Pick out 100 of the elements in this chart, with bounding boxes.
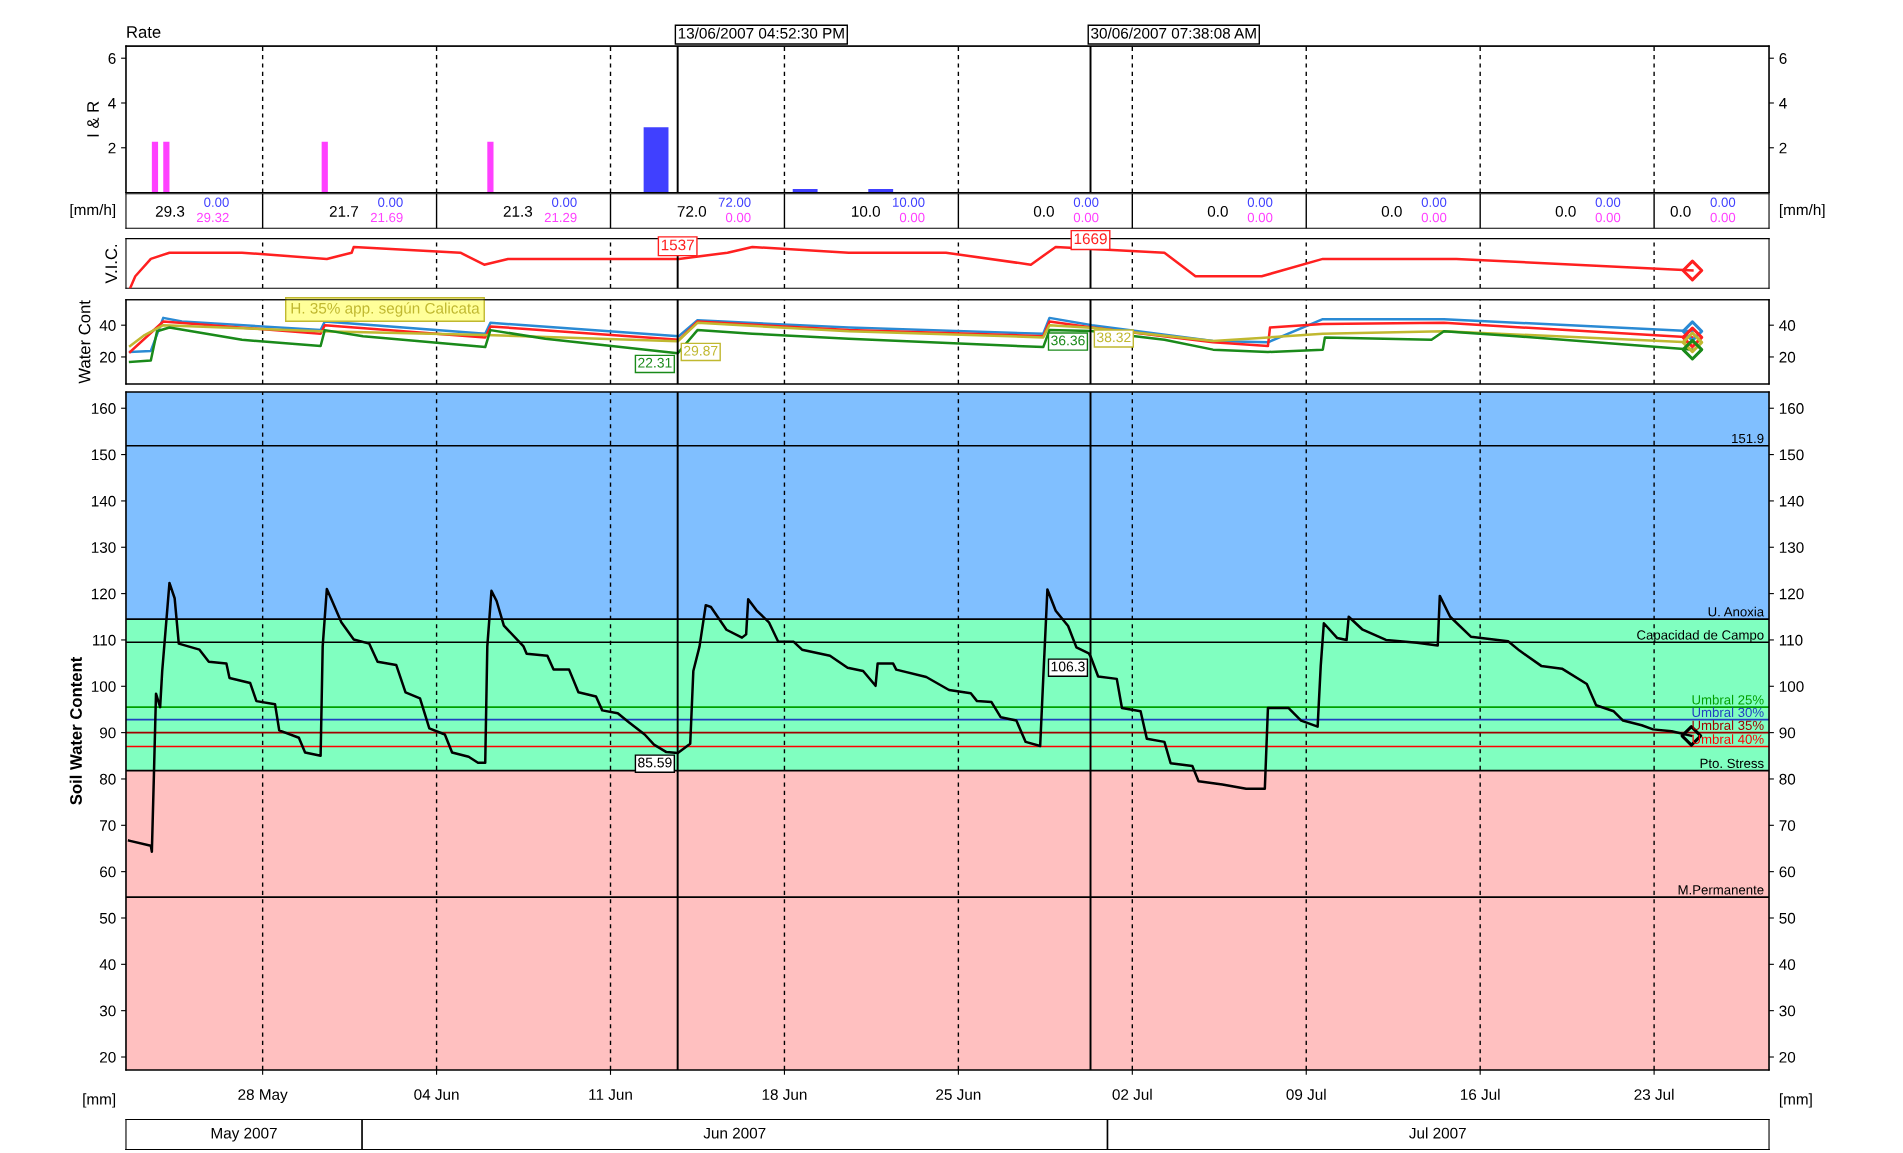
y2-tick-label: 70 [1779,820,1796,831]
y2-tick-label: 90 [1779,727,1796,739]
text: 0.00 [1595,212,1621,223]
text: 10.00 [893,197,925,207]
ref-line-label: Umbral 35% [1692,720,1764,731]
y-axis-title: Water Cont [78,300,91,384]
y-tick-label: 20 [100,351,116,363]
series-label: H. 35% app. según Calicata [291,302,480,317]
text: 21.7 [329,206,359,217]
y2-tick-label: 4 [1779,98,1787,109]
y2-tick-label: 150 [1779,449,1804,461]
y-tick-label: 70 [100,820,116,831]
y2-tick-label: 6 [1779,53,1787,64]
text: 29.3 [155,206,185,217]
text: 0.00 [1421,197,1447,207]
annotation: 1537 [661,239,694,251]
y-tick-label: 100 [91,681,116,692]
data-label: 22.31 [638,357,672,368]
y-tick-label: 6 [108,53,116,64]
text: 0.0 [1207,206,1228,217]
y2-tick-label: 50 [1779,912,1796,924]
x2-tick-label: Jul 2007 [1409,1127,1466,1139]
y-tick-label: 150 [91,449,116,461]
y-tick-label: 30 [99,1005,116,1017]
y2-tick-label: 160 [1779,403,1804,414]
y-tick-label: 90 [99,727,116,739]
text: 0.0 [1381,206,1402,217]
x2-tick-label: Jun 2007 [703,1127,766,1139]
y-tick-label: 120 [91,588,116,600]
text: [mm] [1779,1093,1812,1108]
y2-tick-label: 120 [1779,588,1804,600]
text: 0.00 [1421,212,1447,223]
text: 10.0 [852,206,880,217]
x-tick-label: 09 Jul [1286,1088,1326,1100]
y-tick-label: 20 [100,1051,116,1063]
ref-line-label: Pto. Stress [1700,758,1764,769]
y2-tick-label: 60 [1779,866,1796,878]
text: 0.00 [1710,212,1736,223]
y-axis-title: Soil Water Content [69,656,82,805]
data-label: 29.87 [684,345,718,356]
y-tick-label: 130 [91,542,116,553]
x-tick-label: 16 Jul [1460,1088,1500,1100]
data-label: 106.3 [1051,661,1085,672]
annotation: 1669 [1074,233,1107,245]
x-tick-label: 25 Jun [936,1089,981,1100]
ref-line-label: 151.9 [1732,433,1764,444]
y2-tick-label: 40 [1779,320,1796,331]
y-tick-label: 160 [91,403,116,414]
y-tick-label: 2 [108,142,116,154]
text: 21.29 [544,212,577,223]
text: 0.0 [1670,206,1691,217]
y2-tick-label: 20 [1779,1051,1796,1063]
ref-line-label: 30/06/2007 07:38:08 AM [1091,27,1256,39]
text: 72.00 [718,197,751,207]
y-tick-label: 60 [100,866,116,878]
y2-tick-label: 110 [1779,634,1803,646]
y-axis-title: I & R [87,101,99,137]
text: 21.69 [370,212,403,223]
y-tick-label: 110 [93,634,116,646]
y2-tick-label: 30 [1779,1005,1796,1017]
text: 72.0 [677,206,707,217]
y2-tick-label: 2 [1779,142,1787,154]
y2-tick-label: 100 [1779,681,1804,692]
y2-tick-label: 80 [1779,773,1796,785]
x-tick-label: 28 May [238,1089,288,1103]
y-tick-label: 40 [99,320,116,331]
text: [mm] [83,1093,116,1108]
text: 0.00 [725,212,751,223]
ref-line-label: 13/06/2007 04:52:30 PM [678,27,844,39]
text: 0.0 [1033,206,1054,217]
data-label: 36.36 [1051,335,1085,346]
text: 0.00 [204,197,229,207]
text: 0.00 [1595,197,1621,207]
text: 0.0 [1555,206,1576,217]
chart-title: Rate [127,26,161,38]
ref-line-label: Umbral 25% [1692,694,1764,705]
text: 29.32 [196,212,229,223]
x-tick-label: 18 Jun [762,1089,807,1100]
text: 21.3 [503,206,533,217]
ref-line-label: Capacidad de Campo [1637,629,1764,643]
y-tick-label: 50 [99,912,116,924]
text: 0.00 [1247,212,1273,223]
text: 0.00 [899,212,925,223]
ref-line-label: Umbral 30% [1692,707,1764,718]
y-tick-label: 40 [99,959,116,971]
y-tick-label: 4 [108,98,116,109]
y-tick-label: 80 [99,773,116,785]
text: 0.00 [552,197,577,207]
x-tick-label: 02 Jul [1112,1088,1152,1100]
y-tick-label: 140 [91,495,116,507]
y2-tick-label: 140 [1779,495,1804,507]
x-tick-label: 04 Jun [414,1089,459,1100]
y2-tick-label: 130 [1779,542,1804,553]
x-tick-label: 11 Jun [589,1089,632,1100]
x2-tick-label: May 2007 [211,1127,277,1142]
ref-line-label: U. Anoxia [1708,606,1765,617]
text: 0.00 [1073,197,1099,207]
data-label: 85.59 [638,757,672,768]
text: [mm/h] [1779,203,1825,219]
text: [mm/h] [70,203,116,219]
